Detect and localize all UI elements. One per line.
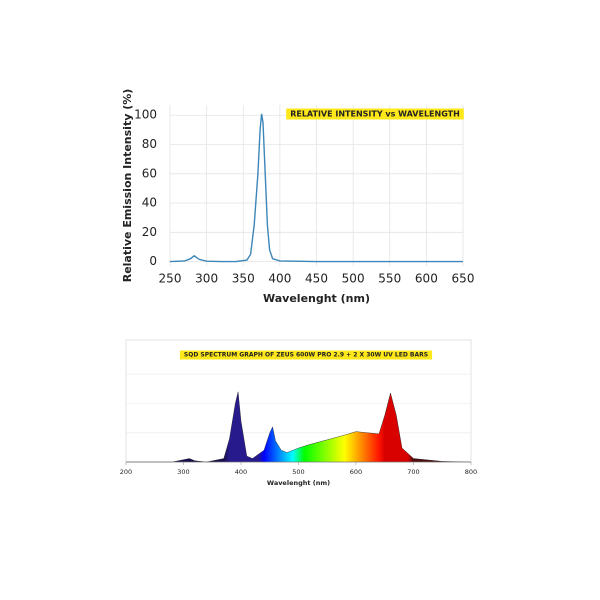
data-line	[169, 113, 463, 263]
title-group: RELATIVE INTENSITY vs WAVELENGTH	[286, 108, 464, 120]
x-tick-label: 500	[292, 468, 304, 476]
x-tick-label: 500	[342, 272, 365, 286]
x-tick-label: 300	[195, 272, 218, 286]
x-tick-label: 450	[305, 272, 328, 286]
title-group: SQD SPECTRUM GRAPH OF ZEUS 600W PRO 2.9 …	[179, 350, 433, 360]
y-tick-label: 100	[134, 108, 157, 122]
x-tick-label: 600	[415, 272, 438, 286]
x-tick-label: 650	[452, 272, 475, 286]
y-tick-label: 80	[142, 137, 157, 151]
y-axis-label: Relative Emission Intensity (%)	[121, 89, 134, 283]
x-tick-label: 400	[268, 272, 291, 286]
spectrum-area	[126, 391, 472, 463]
x-axis-label: Wavelenght (nm)	[263, 292, 370, 305]
x-axis-label: Wavelenght (nm)	[267, 479, 330, 487]
y-tick-label: 0	[149, 254, 157, 268]
x-tick-label: 400	[235, 468, 247, 476]
y-tick-label: 40	[142, 196, 157, 210]
x-tick-label: 800	[465, 468, 477, 476]
x-tick-label: 600	[350, 468, 362, 476]
x-tick-label: 250	[159, 272, 182, 286]
title-box	[286, 108, 464, 120]
x-tick-label: 300	[177, 468, 189, 476]
y-tick-label: 60	[142, 166, 157, 180]
title-box	[179, 350, 433, 360]
x-tick-label: 350	[232, 272, 255, 286]
x-tick-label: 200	[120, 468, 132, 476]
x-tick-label: 700	[407, 468, 419, 476]
x-tick-label: 550	[378, 272, 401, 286]
chart-title: SQD SPECTRUM GRAPH OF ZEUS 600W PRO 2.9 …	[184, 352, 428, 359]
chart-title: RELATIVE INTENSITY vs WAVELENGTH	[290, 110, 460, 119]
y-tick-label: 20	[142, 225, 157, 239]
